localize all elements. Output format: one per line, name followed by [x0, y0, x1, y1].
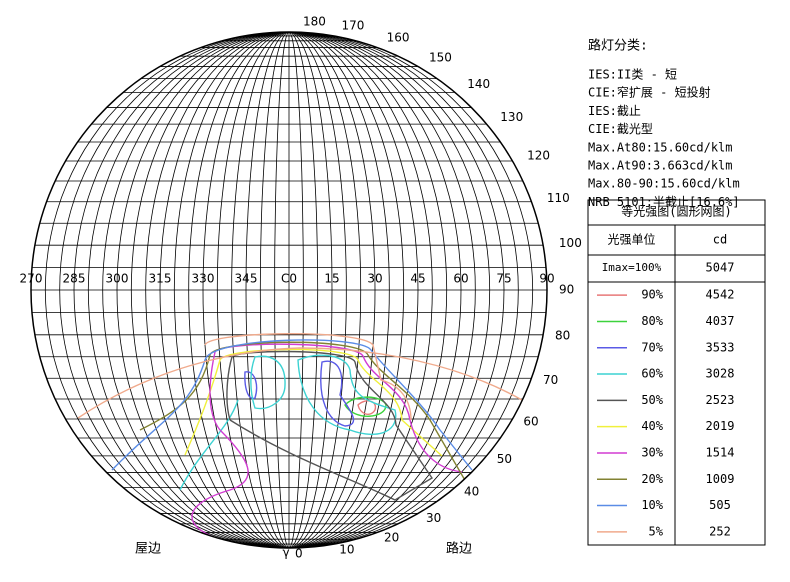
gamma-label: 130	[500, 110, 523, 124]
road-side: 路边	[446, 541, 472, 557]
cd-cell: 3533	[706, 340, 735, 354]
header-cell: cd	[713, 233, 727, 247]
info-line: NRB 5101:半截止[16.6%]	[588, 195, 740, 209]
isocandela-contour	[111, 339, 473, 471]
isocandela-contour	[139, 341, 467, 483]
c-plane-label: 330	[192, 272, 215, 286]
gamma-label: 140	[467, 77, 490, 91]
info-line: IES:II类 - 短	[588, 68, 677, 82]
info-line: Max.80-90:15.60cd/klm	[588, 177, 740, 191]
polar-grid	[31, 31, 547, 549]
gamma-label: 90	[559, 283, 574, 297]
house-side: 屋边	[135, 542, 161, 557]
info-line: Max.At90:3.663cd/klm	[588, 159, 733, 173]
c-plane-label: 60	[453, 272, 468, 286]
gamma-label: 100	[559, 236, 582, 250]
info-title: 路灯分类:	[588, 38, 648, 54]
outer-circle	[30, 31, 548, 549]
level-cell: 5%	[649, 524, 664, 538]
c-plane-label: 345	[235, 272, 258, 286]
header-cell: 光强单位	[607, 232, 655, 247]
cd-cell: 4037	[706, 314, 735, 328]
gamma-label: 110	[547, 191, 570, 205]
gamma-label: 40	[464, 485, 479, 499]
cd-cell: 2523	[706, 393, 735, 407]
level-cell: 50%	[641, 393, 663, 407]
c-plane-label: 90	[539, 272, 554, 286]
gamma-label: 120	[527, 149, 550, 163]
gamma-label: 10	[339, 542, 354, 556]
level-cell: 10%	[641, 498, 663, 512]
contours	[77, 333, 523, 544]
gamma-label: 80	[555, 328, 570, 342]
isocandela-contour	[204, 333, 412, 421]
max-cell: 5047	[706, 261, 735, 275]
level-cell: 70%	[641, 340, 663, 354]
level-cell: 80%	[641, 314, 663, 328]
isocandela-contour	[184, 348, 443, 457]
c-plane-label: 270	[20, 272, 43, 286]
isocandela-contour	[344, 396, 387, 417]
cd-cell: 1009	[706, 472, 735, 486]
c-plane-label: 285	[63, 272, 86, 286]
info-lines: IES:II类 - 短 CIE:窄扩展 - 短投射 IES:截止 CIE:截光型 Max…	[588, 68, 740, 209]
cd-cell: 2019	[706, 419, 735, 433]
c-plane-label: 300	[106, 272, 129, 286]
cd-cell: 252	[709, 524, 731, 538]
isocandela-contour	[179, 399, 239, 491]
c-plane-label: C0	[281, 272, 297, 286]
level-cell: 20%	[641, 472, 663, 486]
isocandela-contour	[244, 371, 258, 400]
level-cell: 90%	[641, 288, 663, 302]
table-border	[587, 199, 766, 546]
isocandela-contour	[226, 350, 433, 501]
info-line: CIE:窄扩展 - 短投射	[588, 85, 711, 100]
level-cell: 60%	[641, 367, 663, 381]
isocandela-contour	[320, 360, 355, 427]
isocandela-contour	[357, 400, 377, 415]
isocandela-contour	[297, 354, 397, 435]
c-plane-label: 75	[496, 272, 511, 286]
level-cell: 30%	[641, 445, 663, 459]
gamma-label: 0	[295, 547, 303, 561]
max-cell: Imax=100%	[602, 261, 662, 274]
gamma-label: 170	[342, 19, 365, 33]
c-plane-label: 45	[410, 272, 425, 286]
level-cell: 40%	[641, 419, 663, 433]
c-plane-label: 15	[324, 272, 339, 286]
gamma-label: 70	[543, 373, 558, 387]
gamma-label: 160	[387, 31, 410, 45]
cd-cell: 4542	[706, 288, 735, 302]
info-line: CIE:截光型	[588, 122, 653, 136]
gamma-label: 20	[384, 531, 399, 545]
c-plane-label: 315	[149, 272, 172, 286]
table-title: 等光强图(圆形网图)	[621, 205, 731, 219]
gamma-label: 60	[523, 415, 538, 429]
gamma-label: 150	[429, 50, 452, 64]
legend-table: 等光强图(圆形网图) 光强单位 cd Imax=100% 5047 90% 4542 80% 4…	[587, 199, 766, 546]
c-plane-label: 30	[367, 272, 382, 286]
info-line: IES:截止	[588, 104, 641, 118]
info-line: Max.At80:15.60cd/klm	[588, 140, 733, 154]
isocandela-contour	[250, 355, 286, 410]
gamma-symbol: γ	[282, 546, 289, 560]
gamma-label: 30	[426, 511, 441, 525]
gamma-label: 180	[303, 15, 326, 29]
gamma-label: 50	[497, 452, 512, 466]
cd-cell: 1514	[706, 445, 735, 459]
cd-cell: 3028	[706, 367, 735, 381]
isocandela-contour	[77, 347, 523, 419]
cd-cell: 505	[709, 498, 731, 512]
